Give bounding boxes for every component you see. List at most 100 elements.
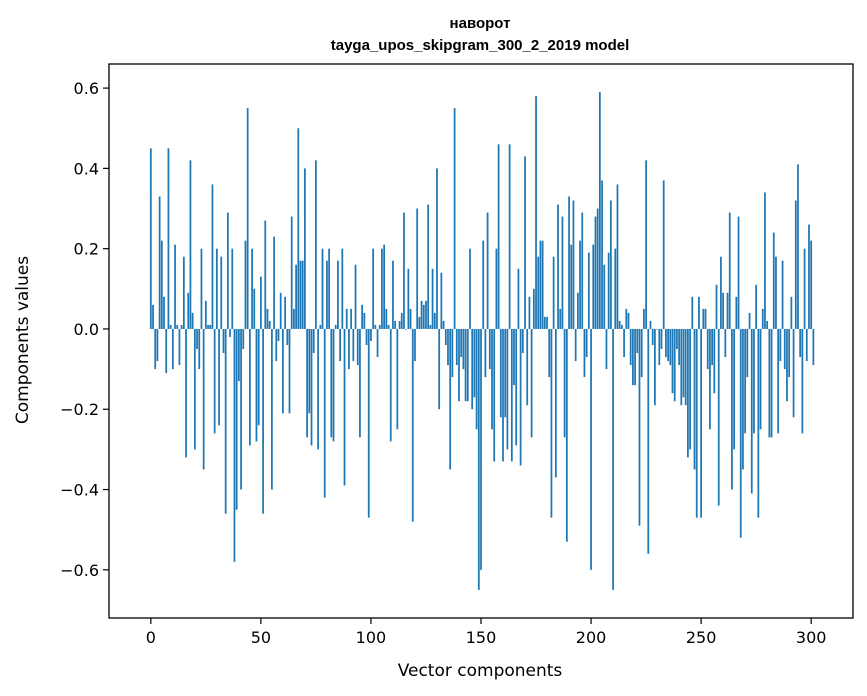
bar-276 xyxy=(757,328,760,518)
bar-271 xyxy=(746,328,749,378)
bars-group xyxy=(149,92,815,590)
y-tick-label: −0.2 xyxy=(60,400,99,419)
bar-119 xyxy=(411,328,414,522)
bar-213 xyxy=(618,320,621,329)
bar-149 xyxy=(477,328,480,590)
bar-237 xyxy=(671,328,674,394)
bar-142 xyxy=(462,328,465,370)
bar-253 xyxy=(706,328,709,370)
bar-272 xyxy=(748,312,751,329)
bar-66 xyxy=(295,264,297,329)
bar-205 xyxy=(601,180,603,329)
bar-151 xyxy=(482,240,485,329)
bar-156 xyxy=(493,328,496,462)
bar-72 xyxy=(308,328,311,414)
bar-3 xyxy=(156,328,159,362)
bar-199 xyxy=(587,252,590,329)
bar-65 xyxy=(293,308,295,329)
bar-229 xyxy=(654,328,656,406)
bar-63 xyxy=(288,328,291,414)
bar-47 xyxy=(253,288,256,329)
bar-286 xyxy=(779,328,782,362)
x-tick-label: 0 xyxy=(146,628,156,647)
bar-233 xyxy=(662,180,665,329)
bar-130 xyxy=(436,168,438,329)
y-tick-label: 0.0 xyxy=(74,320,99,339)
bar-42 xyxy=(242,328,245,350)
bar-185 xyxy=(557,204,559,329)
bar-115 xyxy=(403,212,405,329)
bar-235 xyxy=(667,328,669,362)
bar-282 xyxy=(770,328,773,438)
bar-39 xyxy=(235,328,238,510)
bar-264 xyxy=(731,328,733,490)
bar-209 xyxy=(609,200,612,329)
bar-22 xyxy=(198,328,201,370)
bar-249 xyxy=(698,296,700,329)
bar-103 xyxy=(376,328,379,358)
bar-116 xyxy=(405,328,408,330)
bar-203 xyxy=(596,208,599,329)
bar-106 xyxy=(383,244,386,329)
bar-247 xyxy=(693,328,696,470)
bar-265 xyxy=(733,328,736,450)
bar-248 xyxy=(695,328,698,518)
bar-240 xyxy=(678,328,680,366)
bar-91 xyxy=(350,308,353,329)
bar-162 xyxy=(506,328,509,450)
bar-241 xyxy=(680,328,683,406)
bar-89 xyxy=(345,308,348,329)
chart-title: наворот xyxy=(450,15,511,32)
bar-110 xyxy=(392,260,394,329)
bar-300 xyxy=(810,240,813,329)
chart-subtitle: tayga_upos_skipgram_300_2_2019 model xyxy=(331,37,630,54)
bar-99 xyxy=(367,328,370,518)
bar-96 xyxy=(361,304,364,329)
bar-82 xyxy=(330,328,333,438)
bar-289 xyxy=(786,328,788,402)
bar-155 xyxy=(491,328,493,430)
bar-269 xyxy=(742,328,744,470)
bar-175 xyxy=(535,96,537,329)
bar-186 xyxy=(559,308,562,329)
bar-221 xyxy=(636,328,639,354)
bar-50 xyxy=(260,276,262,329)
bar-283 xyxy=(772,232,775,329)
bar-159 xyxy=(499,328,502,418)
bar-84 xyxy=(334,324,337,329)
bar-80 xyxy=(326,260,328,329)
bar-105 xyxy=(381,248,383,329)
bar-77 xyxy=(319,324,322,329)
bar-227 xyxy=(649,320,652,329)
x-tick-label: 50 xyxy=(251,628,271,647)
bar-118 xyxy=(409,308,412,329)
bar-52 xyxy=(264,220,267,329)
bar-228 xyxy=(651,328,654,346)
bar-78 xyxy=(321,248,324,329)
bar-38 xyxy=(233,328,236,562)
bar-108 xyxy=(387,324,390,329)
bar-291 xyxy=(790,296,793,329)
bar-148 xyxy=(475,328,478,430)
bar-158 xyxy=(497,144,500,329)
y-axis-label: Components values xyxy=(13,256,33,424)
y-tick-label: 0.4 xyxy=(74,159,99,178)
bar-1 xyxy=(152,304,154,329)
bar-114 xyxy=(400,312,403,329)
bar-176 xyxy=(537,256,540,329)
bar-14 xyxy=(180,324,183,329)
bar-53 xyxy=(266,308,269,329)
bar-202 xyxy=(594,216,597,329)
bar-273 xyxy=(750,328,753,494)
bar-8 xyxy=(167,148,170,329)
bar-109 xyxy=(389,328,392,442)
bar-179 xyxy=(543,316,546,329)
bar-95 xyxy=(359,328,361,438)
bar-153 xyxy=(486,212,489,329)
bar-191 xyxy=(570,244,573,329)
bar-187 xyxy=(561,216,564,329)
bar-144 xyxy=(466,328,469,402)
bar-49 xyxy=(257,328,260,426)
bar-164 xyxy=(510,328,513,462)
